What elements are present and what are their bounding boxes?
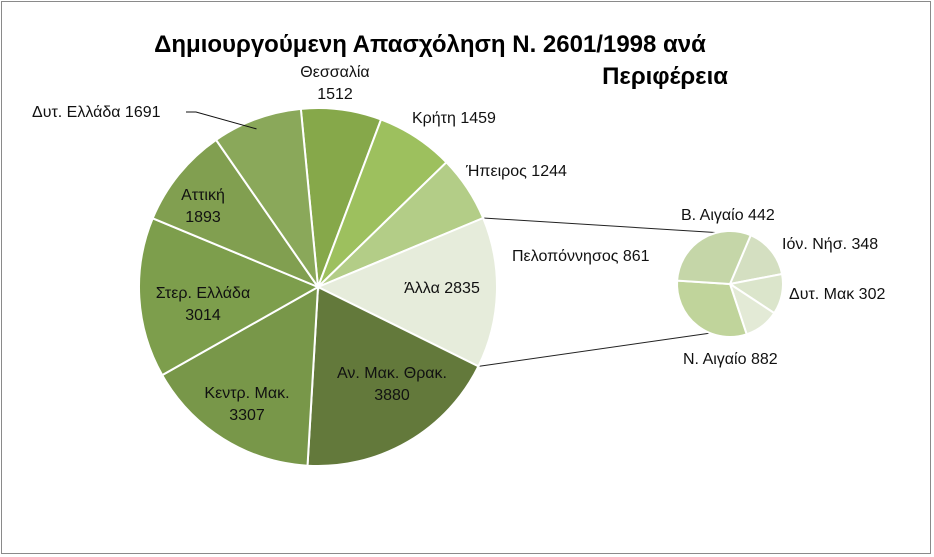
- label-value-line: 3014: [185, 307, 221, 324]
- leader-line-dyt-ellada: [186, 111, 257, 130]
- secondary-label-ιόν-νήσ: Ιόν. Νήσ. 348: [782, 236, 878, 253]
- main-label-άλλα: Άλλα 2835: [404, 280, 480, 297]
- chart-title-line2: Περιφέρεια: [602, 63, 728, 90]
- pie-slice-κεντρ-μακ: [160, 285, 320, 467]
- label-name-line: Στερ. Ελλάδα: [156, 285, 250, 302]
- main-label-αττική: Αττική 1893: [181, 187, 225, 226]
- main-label-αν-μακ-θρακ: Αν. Μακ. Θρακ. 3880: [337, 365, 447, 404]
- connector-line-top: [483, 217, 718, 234]
- main-label-ήπειρος: Ήπειρος 1244: [465, 163, 567, 180]
- secondary-label-πελοπόννησος: Πελοπόννησος 861: [512, 248, 650, 265]
- label-name-line: Θεσσαλία: [300, 64, 369, 81]
- label-name-line: Αττική: [181, 187, 225, 204]
- secondary-label-β-αιγαίο: Β. Αιγαίο 442: [681, 207, 775, 224]
- main-label-στερ-ελλάδα: Στερ. Ελλάδα 3014: [156, 285, 250, 324]
- secondary-slice-ν-αιγαίο: [676, 279, 748, 338]
- main-label-κρήτη: Κρήτη 1459: [412, 110, 496, 127]
- pie-connector-lines: [478, 217, 718, 367]
- label-value-line: 3880: [374, 387, 410, 404]
- label-value-line: 1512: [317, 86, 353, 103]
- label-name-line: Αν. Μακ. Θρακ.: [337, 365, 447, 382]
- pie-slice-δυτ-ελλάδα: [214, 107, 320, 291]
- pie-slice-αν-μακ-θρακ: [306, 285, 480, 467]
- pie-slice-αττική: [151, 138, 321, 290]
- pie-slice-άλλα: [315, 216, 498, 368]
- main-label-κεντρ-μακ: Κεντρ. Μακ. 3307: [204, 385, 289, 424]
- label-value-line: 3307: [229, 407, 265, 424]
- secondary-label-δυτ-μακ: Δυτ. Μακ 302: [789, 286, 885, 303]
- secondary-pie: [676, 230, 784, 338]
- connector-line-bottom: [478, 332, 711, 367]
- label-value-line: 1893: [185, 209, 221, 226]
- chart-title-line1: Δημιουργούμενη Απασχόληση Ν. 2601/1998 α…: [154, 31, 706, 58]
- main-pie: [138, 107, 498, 467]
- label-name-line: Κεντρ. Μακ.: [204, 385, 289, 402]
- main-label-θεσσαλία: Θεσσαλία 1512: [300, 64, 369, 103]
- secondary-slice-πελοπόννησος: [676, 230, 753, 286]
- secondary-label-ν-αιγαίο: Ν. Αιγαίο 882: [683, 351, 778, 368]
- pie-slice-στερ-ελλάδα: [138, 216, 321, 377]
- secondary-slice-β-αιγαίο: [728, 233, 784, 286]
- data-labels: Θεσσαλία 1512 Κρήτη 1459 Ήπειρος 1244 Άλλα 2…: [32, 64, 885, 424]
- main-label-δυτ-ελλάδα: Δυτ. Ελλάδα 1691: [32, 104, 161, 121]
